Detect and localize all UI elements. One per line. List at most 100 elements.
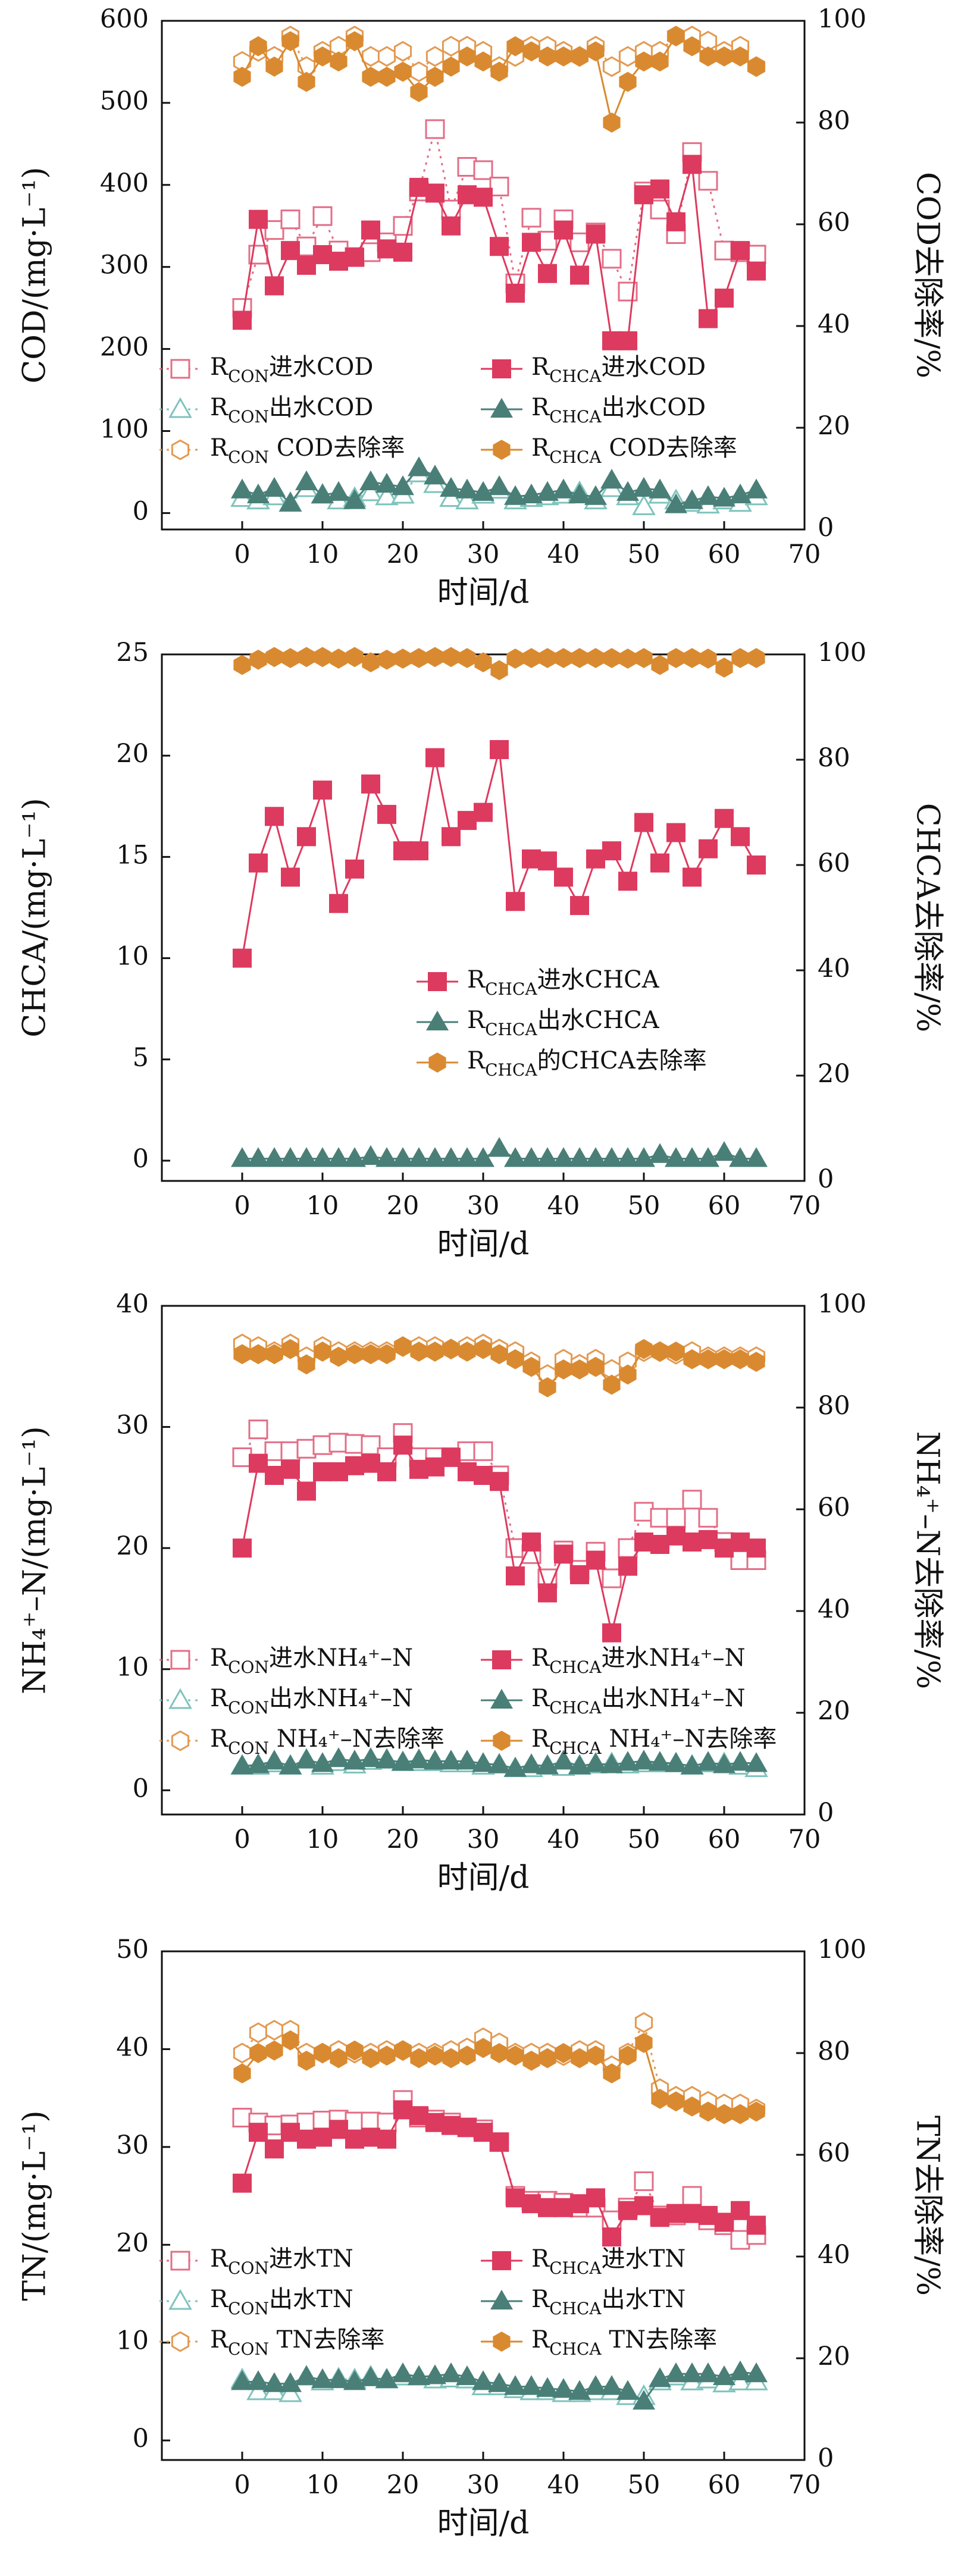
data-point bbox=[346, 2040, 364, 2061]
data-point bbox=[249, 36, 267, 57]
data-point bbox=[713, 487, 735, 507]
data-point bbox=[279, 2372, 302, 2392]
data-point bbox=[490, 61, 508, 82]
legend-label: RCHCA出水CHCA bbox=[467, 1007, 660, 1039]
x-tick-label: 10 bbox=[306, 540, 339, 569]
y-right-tick-label: 20 bbox=[818, 2342, 850, 2371]
data-point bbox=[490, 739, 509, 759]
data-point bbox=[538, 2198, 557, 2217]
data-point bbox=[456, 1750, 478, 1770]
data-point bbox=[232, 1447, 252, 1467]
legend-label-main: R bbox=[467, 966, 486, 994]
data-point bbox=[619, 1364, 637, 1385]
data-point bbox=[474, 1466, 493, 1485]
data-point bbox=[281, 1339, 299, 1359]
data-point bbox=[715, 1349, 733, 1370]
data-point bbox=[665, 2362, 687, 2383]
legend-label-rest: COD去除率 bbox=[269, 434, 405, 462]
data-point bbox=[393, 242, 412, 262]
y-left-tick-label: 0 bbox=[133, 1773, 149, 1803]
data-point bbox=[536, 2377, 559, 2397]
y-right-tick-label: 80 bbox=[818, 743, 850, 773]
data-point bbox=[424, 2364, 446, 2384]
legend-marker bbox=[492, 359, 511, 378]
data-point bbox=[635, 2033, 653, 2053]
x-tick-label: 0 bbox=[234, 1825, 250, 1854]
data-point bbox=[265, 1466, 284, 1485]
data-point bbox=[571, 46, 589, 67]
data-point bbox=[552, 478, 575, 499]
data-point bbox=[377, 239, 396, 259]
legend-label: RCON进水NH₄⁺–N bbox=[210, 1644, 413, 1677]
data-point bbox=[555, 648, 572, 669]
data-point bbox=[408, 456, 430, 477]
legend-label-rest: TN去除率 bbox=[269, 2326, 384, 2354]
legend-label: RCON出水NH₄⁺–N bbox=[210, 1685, 413, 1718]
data-point bbox=[295, 470, 318, 490]
data-point bbox=[699, 839, 718, 858]
data-point bbox=[265, 57, 283, 77]
data-point bbox=[233, 67, 251, 87]
legend-label-sub: CHCA bbox=[549, 2299, 602, 2318]
x-tick-label: 20 bbox=[387, 2470, 420, 2500]
chart-panel-cod: 0 10 20 30 40 50 60 700100200300400500600020406… bbox=[17, 4, 946, 611]
legend-entry: RCHCA出水CHCA bbox=[417, 1007, 660, 1039]
x-axis-label: 时间/d bbox=[437, 575, 530, 611]
data-point bbox=[699, 1530, 718, 1549]
legend-label-sub: CON bbox=[228, 407, 269, 427]
data-point bbox=[522, 2050, 540, 2071]
data-point bbox=[666, 1526, 685, 1546]
data-point bbox=[440, 477, 462, 497]
y-right-tick-label: 60 bbox=[818, 208, 850, 237]
data-point bbox=[747, 1352, 765, 1372]
legend-entry: RCON出水TN bbox=[159, 2286, 353, 2318]
data-point bbox=[231, 478, 253, 499]
legend-marker bbox=[490, 2289, 513, 2309]
data-point bbox=[522, 1532, 541, 1552]
x-tick-label: 0 bbox=[234, 1191, 250, 1221]
data-point bbox=[359, 2366, 382, 2386]
x-axis-label: 时间/d bbox=[437, 2506, 530, 2541]
legend-label-main: R bbox=[531, 1644, 550, 1672]
data-point bbox=[538, 1583, 557, 1603]
data-point bbox=[474, 652, 492, 673]
data-point bbox=[745, 478, 768, 499]
legend-label-sub: CHCA bbox=[549, 447, 602, 467]
data-point bbox=[425, 2113, 444, 2132]
data-point bbox=[731, 241, 750, 261]
data-point bbox=[600, 1147, 623, 1167]
y-right-tick-label: 40 bbox=[818, 954, 850, 983]
data-point bbox=[233, 1344, 251, 1365]
data-point bbox=[667, 26, 685, 46]
x-tick-label: 20 bbox=[387, 1191, 420, 1221]
y-left-tick-label: 30 bbox=[116, 1411, 149, 1440]
y-left-axis-label: NH₄⁺–N/(mg·L⁻¹) bbox=[17, 1426, 53, 1694]
series-5 bbox=[233, 2030, 765, 2124]
data-point bbox=[488, 1753, 511, 1773]
y-left-tick-label: 40 bbox=[116, 1289, 149, 1319]
data-point bbox=[603, 112, 621, 133]
y-right-axis-label: COD去除率/% bbox=[910, 172, 946, 378]
y-right-axis-label: CHCA去除率/% bbox=[910, 803, 946, 1032]
legend-entry: RCHCA出水COD bbox=[481, 394, 706, 427]
y-right-tick-label: 80 bbox=[818, 1391, 850, 1421]
x-tick-label: 30 bbox=[467, 1191, 500, 1221]
data-point bbox=[280, 209, 300, 230]
data-point bbox=[683, 36, 701, 57]
data-point bbox=[538, 851, 557, 871]
data-point bbox=[666, 1508, 686, 1528]
data-point bbox=[506, 2045, 524, 2066]
legend-label: RCON COD去除率 bbox=[210, 434, 405, 467]
data-point bbox=[458, 648, 476, 669]
y-right-tick-label: 60 bbox=[818, 2138, 850, 2168]
data-point bbox=[619, 2045, 637, 2066]
legend-marker bbox=[490, 397, 513, 418]
data-point bbox=[472, 1147, 494, 1167]
data-point bbox=[474, 803, 493, 822]
data-point bbox=[554, 2198, 573, 2217]
y-left-tick-label: 0 bbox=[133, 496, 149, 526]
y-left-tick-label: 40 bbox=[116, 2032, 149, 2062]
data-point bbox=[410, 2048, 428, 2069]
legend-label-rest: 进水TN bbox=[602, 2245, 686, 2273]
data-point bbox=[345, 2129, 364, 2149]
